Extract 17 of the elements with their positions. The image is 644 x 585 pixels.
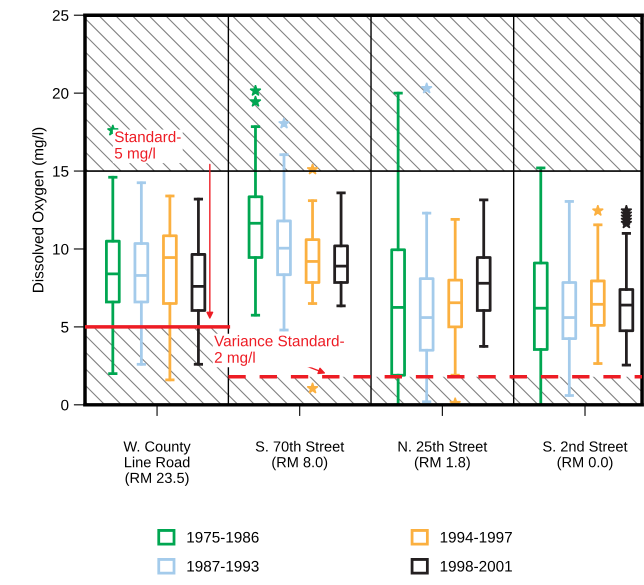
legend-label: 1975-1986 [187,532,259,543]
y-tick-label: 15 [53,166,68,177]
legend-label: 1998-2001 [440,560,512,572]
legend-label: 1987-1993 [187,560,259,572]
y-tick-label: 10 [53,244,68,255]
x-tick-label: S. 2nd Street (RM 0.0) [543,440,628,470]
annotation: Variance Standard- 2 mg/l [214,335,344,366]
x-tick-label: S. 70th Street (RM 8.0) [256,440,344,470]
annotation: Standard- 5 mg/l [114,131,181,162]
y-tick-label: 5 [61,322,68,333]
y-axis-title: Dissolved Oxygen (mg/l) [32,128,46,292]
y-tick-label: 0 [61,400,68,411]
x-tick-label: W. County Line Road (RM 23.5) [123,441,191,486]
legend-label: 1994-1997 [440,532,512,543]
y-tick-label: 20 [52,88,68,99]
x-tick-label: N. 25th Street (RM 1.8) [398,440,488,470]
y-tick-label: 25 [52,10,68,21]
